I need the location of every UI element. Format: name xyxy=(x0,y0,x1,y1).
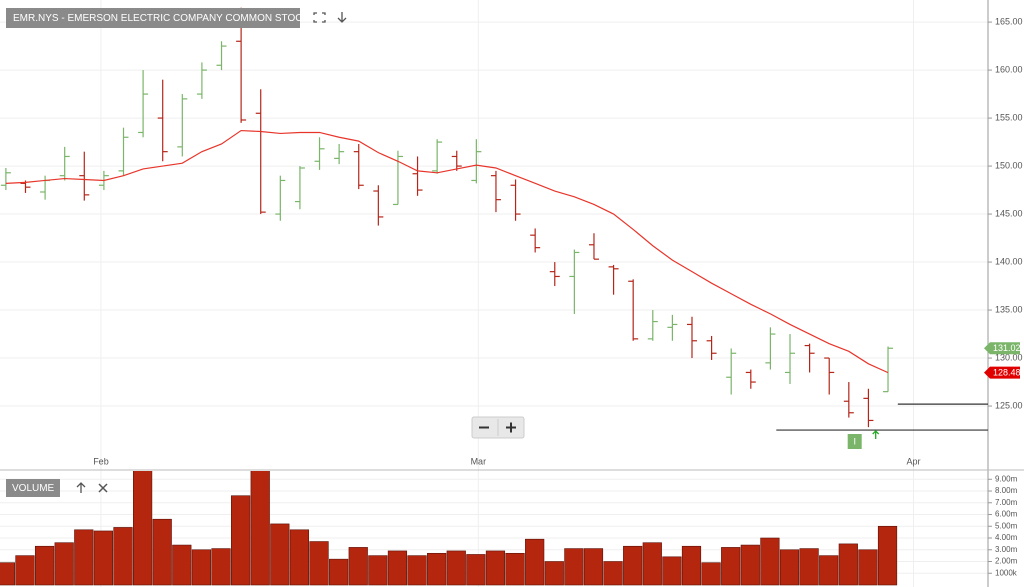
volume-bar xyxy=(858,549,878,586)
volume-bar xyxy=(701,562,721,586)
fullscreen-icon[interactable] xyxy=(313,12,326,23)
volume-bar xyxy=(740,544,760,586)
y-tick-label: 7.00m xyxy=(995,498,1018,507)
volume-bar xyxy=(681,545,702,586)
volume-bar xyxy=(407,555,427,586)
price-marker-label: 131.02 xyxy=(993,343,1021,353)
volume-bar xyxy=(603,561,623,586)
volume-title: VOLUME xyxy=(12,483,55,494)
y-tick-label: 3.00m xyxy=(995,545,1018,554)
volume-bar xyxy=(74,529,94,586)
volume-bar xyxy=(270,523,290,586)
price-marker-label: 128.48 xyxy=(993,368,1021,378)
volume-bar xyxy=(721,547,741,586)
move-up-icon[interactable] xyxy=(76,482,86,493)
volume-bar xyxy=(760,537,780,586)
volume-bar xyxy=(564,548,584,586)
y-tick-label: 165.00 xyxy=(995,16,1023,26)
volume-bar xyxy=(427,552,447,586)
volume-bar xyxy=(289,529,310,586)
volume-bar xyxy=(34,545,55,586)
volume-bar xyxy=(505,552,525,586)
volume-bar xyxy=(799,548,819,586)
y-tick-label: 6.00m xyxy=(995,510,1018,519)
y-tick-label: 8.00m xyxy=(995,486,1018,495)
volume-bar xyxy=(309,541,329,586)
volume-panel xyxy=(0,471,898,586)
event-label: I xyxy=(853,436,856,446)
volume-bar xyxy=(485,550,506,586)
volume-bar xyxy=(779,549,800,586)
volume-bar xyxy=(662,556,682,586)
volume-bar xyxy=(172,544,192,586)
y-tick-label: 155.00 xyxy=(995,112,1023,122)
y-tick-label: 4.00m xyxy=(995,533,1018,542)
volume-bar xyxy=(623,545,643,586)
volume-bar xyxy=(191,549,212,586)
y-tick-label: 9.00m xyxy=(995,474,1018,483)
y-tick-label: 1000k xyxy=(995,568,1018,577)
y-tick-label: 150.00 xyxy=(995,160,1023,170)
volume-bar xyxy=(15,555,35,586)
volume-bar xyxy=(329,558,349,586)
volume-bar xyxy=(446,550,466,586)
y-tick-label: 145.00 xyxy=(995,208,1023,218)
volume-bar xyxy=(368,555,388,586)
x-tick-label: Mar xyxy=(471,456,487,466)
volume-bar xyxy=(877,525,898,586)
chart-title: EMR.NYS - EMERSON ELECTRIC COMPANY COMMO… xyxy=(13,13,309,24)
volume-bar xyxy=(133,471,153,586)
volume-bar xyxy=(211,548,231,586)
y-tick-label: 160.00 xyxy=(995,64,1023,74)
volume-bar xyxy=(583,548,604,586)
toolbar: EMR.NYS - EMERSON ELECTRIC COMPANY COMMO… xyxy=(6,8,525,497)
volume-bar xyxy=(525,538,545,586)
download-icon[interactable] xyxy=(337,12,347,23)
event-flag xyxy=(847,434,862,449)
y-tick-label: 130.00 xyxy=(995,352,1023,362)
y-tick-label: 2.00m xyxy=(995,557,1018,566)
title-box xyxy=(6,8,300,28)
y-tick-label: 5.00m xyxy=(995,521,1018,530)
volume-bar xyxy=(387,550,408,586)
y-tick-label: 125.00 xyxy=(995,400,1023,410)
zoom-in-button[interactable] xyxy=(506,422,516,433)
volume-bar xyxy=(642,542,662,586)
volume-bar xyxy=(466,554,486,586)
event-arrow xyxy=(872,430,880,439)
volume-title-box xyxy=(6,479,60,497)
volume-bar xyxy=(819,555,839,586)
y-tick-label: 140.00 xyxy=(995,256,1023,266)
price-panel xyxy=(0,7,894,428)
volume-bar xyxy=(54,542,74,586)
price-marker xyxy=(984,342,1020,355)
volume-bar xyxy=(93,530,113,586)
y-tick-label: 135.00 xyxy=(995,304,1023,314)
x-tick-label: Apr xyxy=(907,456,921,466)
volume-bar xyxy=(838,543,858,586)
volume-bar xyxy=(231,495,251,586)
volume-bar xyxy=(0,562,15,586)
volume-bar xyxy=(250,471,270,586)
volume-bar xyxy=(113,527,133,586)
volume-bar xyxy=(544,561,564,586)
x-tick-label: Feb xyxy=(93,456,109,466)
volume-bar xyxy=(152,518,172,586)
volume-bar xyxy=(348,547,368,586)
price-marker xyxy=(984,366,1020,379)
moving-average xyxy=(5,129,889,374)
close-icon[interactable] xyxy=(98,483,108,493)
